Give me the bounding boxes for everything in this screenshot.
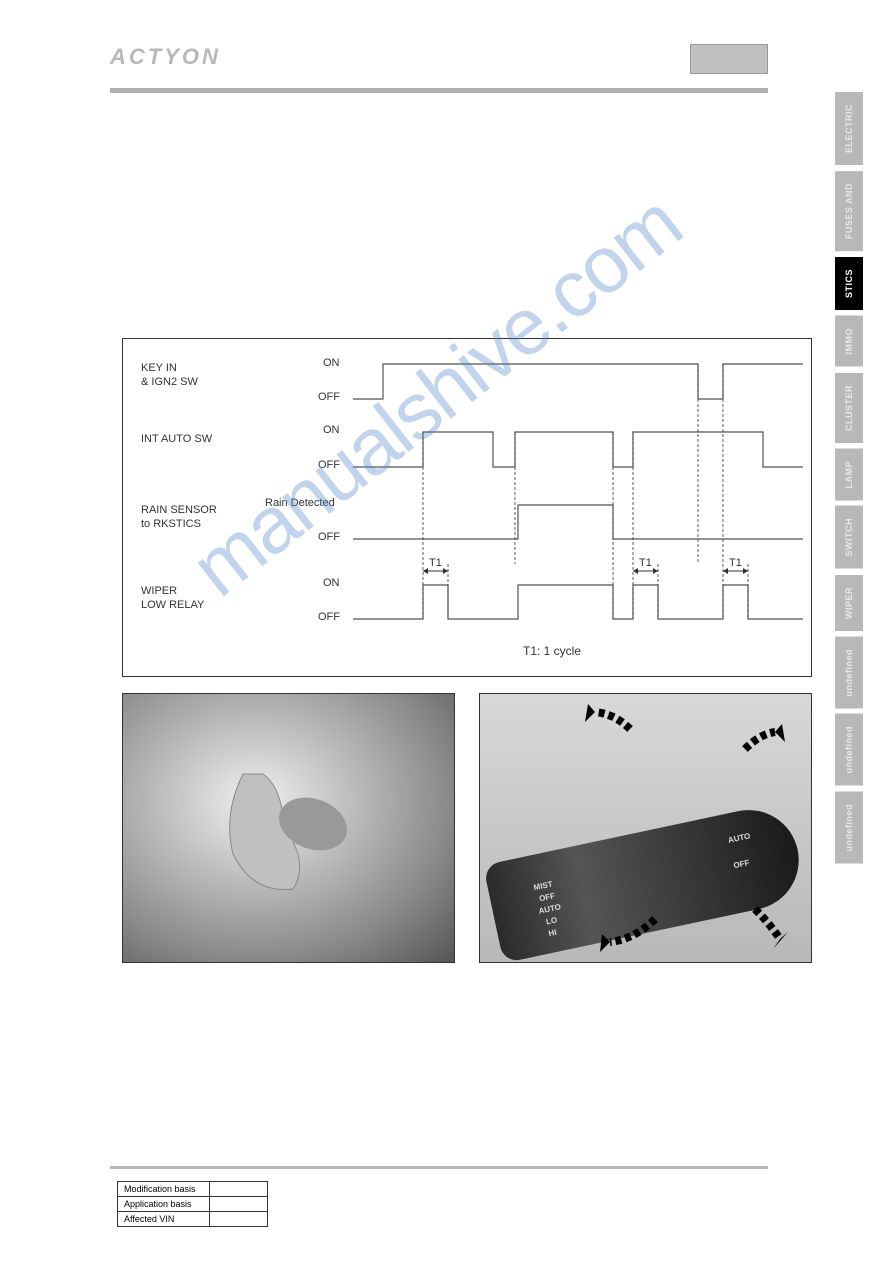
svg-text:T1: T1 xyxy=(639,557,652,569)
info-row-1: Modification basis xyxy=(118,1182,210,1197)
photo-rain-sensor xyxy=(122,693,455,963)
svg-text:T1: T1 xyxy=(429,557,442,569)
svg-text:T1: T1 xyxy=(729,557,742,569)
tab-wiper[interactable]: WIPER xyxy=(835,575,863,631)
mirror-mount-shape xyxy=(203,754,383,914)
header-box xyxy=(690,44,768,74)
t1-marker-1: T1 xyxy=(423,557,448,574)
header-rule xyxy=(110,88,768,93)
photo-wiper-lever: MIST OFF AUTO LO HI AUTO OFF xyxy=(479,693,812,963)
tab-switch[interactable]: SWITCH xyxy=(835,506,863,569)
brand-logo: ACTYON xyxy=(110,44,768,70)
tab-lamp[interactable]: LAMP xyxy=(835,449,863,501)
header: ACTYON xyxy=(110,44,768,84)
timing-diagram: KEY IN & IGN2 SW ON OFF INT AUTO SW ON O… xyxy=(122,338,812,677)
tab-undefined-3[interactable]: undefined xyxy=(835,792,863,864)
tab-undefined-1[interactable]: undefined xyxy=(835,637,863,709)
info-row-2: Application basis xyxy=(118,1197,210,1212)
tab-electric[interactable]: ELECTRIC xyxy=(835,92,863,165)
t1-marker-2: T1 xyxy=(633,557,658,574)
page: ACTYON ELECTRIC FUSES AND STICS IMMO CLU… xyxy=(0,0,893,1263)
side-tabs: ELECTRIC FUSES AND STICS IMMO CLUSTER LA… xyxy=(835,92,863,869)
footer-rule xyxy=(110,1166,768,1169)
tab-cluster[interactable]: CLUSTER xyxy=(835,373,863,443)
tab-stics[interactable]: STICS xyxy=(835,257,863,310)
t1-marker-3: T1 xyxy=(723,557,748,574)
lever-arrows xyxy=(480,694,813,964)
tab-immo[interactable]: IMMO xyxy=(835,316,863,367)
waveform-svg: T1 T1 T1 xyxy=(123,339,813,678)
info-row-3: Affected VIN xyxy=(118,1212,210,1227)
tab-undefined-2[interactable]: undefined xyxy=(835,714,863,786)
info-table: Modification basis Application basis Aff… xyxy=(117,1181,268,1227)
tab-fuses[interactable]: FUSES AND xyxy=(835,171,863,251)
